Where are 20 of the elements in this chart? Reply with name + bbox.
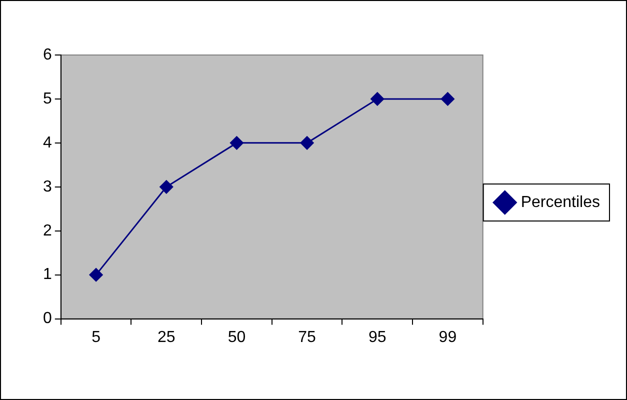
x-tick-label: 50 <box>228 328 246 346</box>
x-tick-label: 75 <box>298 328 316 346</box>
y-tick-label: 0 <box>42 310 52 328</box>
x-tick-label: 25 <box>157 328 176 346</box>
point <box>89 268 103 282</box>
y-tick-label: 5 <box>42 90 52 108</box>
point <box>160 180 174 194</box>
point <box>300 136 314 150</box>
y-tick-label: 6 <box>42 46 52 64</box>
y-tick-label: 4 <box>42 134 52 152</box>
y-tick-label: 1 <box>42 266 52 284</box>
x-tick-label: 95 <box>368 328 386 346</box>
legend-label: Percentiles <box>520 194 600 211</box>
y-tick-label: 2 <box>42 222 52 240</box>
point <box>370 92 384 106</box>
point <box>230 136 244 150</box>
x-tick-label: 99 <box>438 328 457 346</box>
x-tick-label: 5 <box>92 328 101 346</box>
point <box>440 92 454 106</box>
y-tick-label: 3 <box>42 178 52 196</box>
